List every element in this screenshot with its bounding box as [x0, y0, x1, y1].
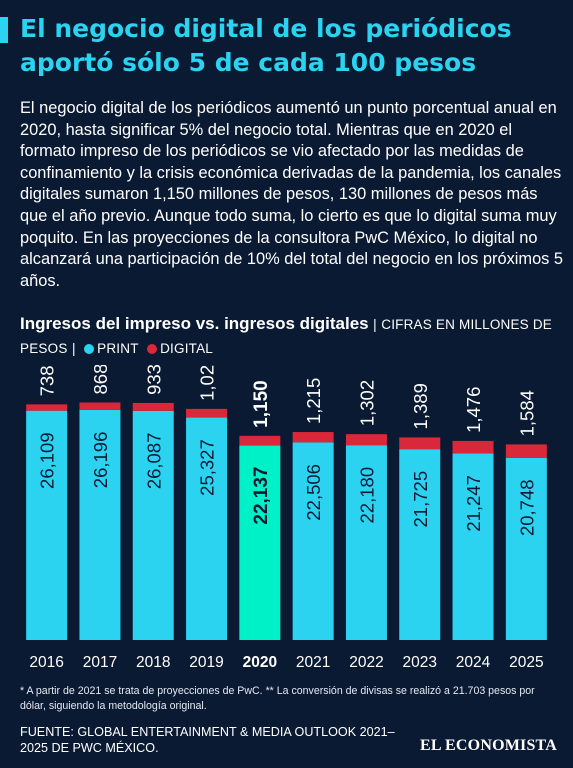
- bar-digital-2025: [505, 444, 547, 458]
- x-tick-label-2016: 2016: [29, 654, 63, 671]
- print-value-label-2019: 25,327: [197, 439, 218, 496]
- x-tick-label-2017: 2017: [83, 654, 117, 671]
- legend-print-label: PRINT: [97, 341, 139, 356]
- bar-digital-2018: [132, 402, 174, 411]
- bar-digital-2024: [452, 440, 494, 454]
- bar-print-2019: [186, 417, 228, 640]
- bar-print-2020: [239, 445, 281, 640]
- source-note: FUENTE: GLOBAL ENTERTAINMENT & MEDIA OUT…: [20, 725, 395, 755]
- bar-digital-2021: [292, 432, 334, 443]
- digital-value-label-2017: 868: [90, 365, 111, 395]
- print-value-label-2022: 22,180: [356, 467, 377, 524]
- bar-print-2021: [292, 442, 334, 640]
- bar-print-2018: [132, 410, 174, 640]
- x-tick-label-2021: 2021: [296, 654, 330, 671]
- bar-digital-2017: [79, 402, 121, 410]
- digital-value-label-2019: 1,020: [197, 365, 218, 401]
- chart-heading-separator-2: |: [71, 341, 76, 356]
- print-value-label-2016: 26,109: [37, 432, 58, 489]
- chart-heading-separator: |: [373, 317, 377, 332]
- bar-digital-2020: [239, 435, 281, 446]
- digital-value-label-2016: 738: [37, 365, 58, 396]
- x-tick-label-2022: 2022: [349, 654, 383, 671]
- digital-value-label-2021: 1,215: [303, 378, 324, 424]
- digital-value-label-2023: 1,389: [410, 383, 431, 429]
- bar-digital-2023: [399, 437, 441, 450]
- bar-print-2023: [399, 449, 441, 640]
- digital-value-label-2022: 1,302: [356, 380, 377, 426]
- bar-print-2024: [452, 453, 494, 640]
- bar-print-2025: [505, 457, 547, 640]
- intro-paragraph: El negocio digital de los periódicos aum…: [20, 99, 564, 290]
- legend-print-swatch: [84, 344, 95, 354]
- title-accent-bar: [0, 17, 8, 43]
- legend-digital-label: DIGITAL: [160, 341, 214, 356]
- digital-value-label-2020: 1,150: [251, 380, 272, 428]
- chart-heading: Ingresos del impreso vs. ingresos digita…: [20, 312, 565, 361]
- bar-print-2022: [345, 445, 387, 640]
- print-value-label-2020: 22,137: [251, 467, 272, 525]
- legend-digital-swatch: [147, 344, 158, 354]
- print-value-label-2025: 20,748: [516, 479, 537, 536]
- print-value-label-2018: 26,087: [143, 433, 164, 490]
- footnote: * A partir de 2021 se trata de proyeccio…: [20, 685, 535, 712]
- bar-digital-2016: [26, 404, 68, 411]
- chart-units: CIFRAS EN MILLONES DE PESOS: [20, 317, 552, 356]
- digital-value-label-2025: 1,584: [516, 390, 537, 436]
- digital-value-label-2018: 933: [143, 365, 164, 395]
- print-value-label-2021: 22,506: [303, 464, 324, 521]
- print-value-label-2024: 21,247: [463, 475, 484, 532]
- bar-digital-2022: [345, 434, 387, 446]
- print-value-label-2023: 21,725: [410, 471, 431, 528]
- x-tick-label-2025: 2025: [509, 654, 543, 671]
- x-tick-label-2019: 2019: [189, 654, 223, 671]
- print-value-label-2017: 26,196: [90, 432, 111, 489]
- digital-value-label-2024: 1,476: [463, 387, 484, 433]
- bar-print-2016: [26, 410, 68, 640]
- bar-digital-2019: [186, 408, 228, 418]
- x-tick-label-2020: 2020: [243, 654, 277, 671]
- chart-title: Ingresos del impreso vs. ingresos digita…: [20, 314, 369, 333]
- x-tick-label-2018: 2018: [136, 654, 170, 671]
- bar-print-2017: [79, 409, 121, 640]
- x-tick-label-2023: 2023: [403, 654, 437, 671]
- el-economista-logo: EL ECONOMISTA: [420, 737, 557, 754]
- x-tick-label-2024: 2024: [456, 654, 491, 671]
- revenue-chart: 26,109 738 2016 26,196 868 2017 26,087 933 2018 2…: [26, 365, 547, 671]
- page-title: El negocio digital de los periódicos apo…: [20, 14, 512, 77]
